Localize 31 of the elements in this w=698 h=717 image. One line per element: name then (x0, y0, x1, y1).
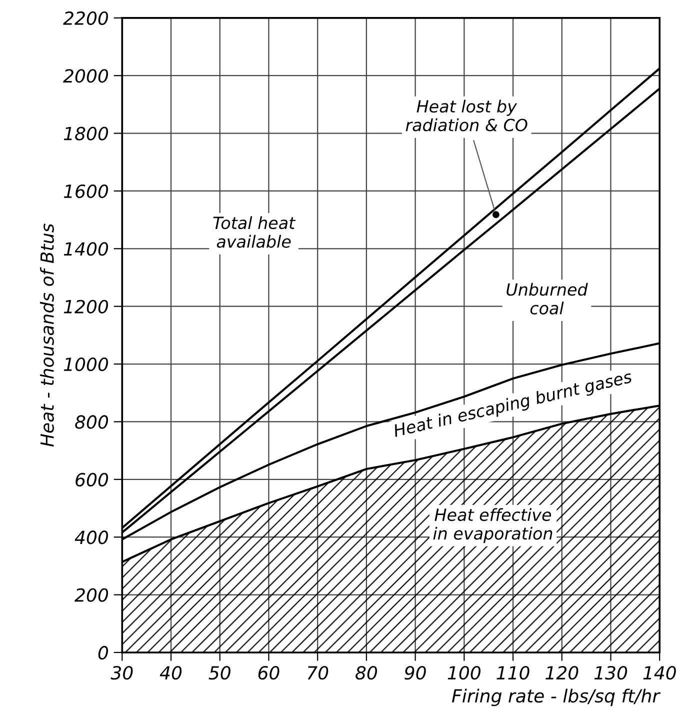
y-axis-title: Heat - thousands of Btus (40, 224, 54, 447)
x-tick-label: 120 (546, 666, 578, 680)
x-tick-label: 70 (308, 666, 328, 680)
x-tick-label: 140 (643, 666, 676, 680)
x-tick-label: 60 (258, 666, 280, 680)
x-tick-label: 100 (448, 666, 480, 680)
y-tick-label: 400 (74, 530, 108, 544)
x-axis-title: Firing rate - lbs/sq ft/hr (452, 688, 661, 706)
x-tick-label: 130 (594, 666, 628, 680)
x-tick-label: 30 (110, 666, 133, 680)
annotation: Unburned coal (506, 282, 588, 314)
annotation: Heat effective in evaporation (433, 508, 552, 543)
y-tick-label: 2200 (63, 11, 108, 26)
x-tick-label: 80 (356, 666, 378, 680)
y-tick-label: 800 (75, 415, 108, 429)
y-tick-label: 600 (76, 472, 108, 487)
y-tick-label: 1200 (64, 300, 108, 314)
annotation: Heat in escaping burnt gases (392, 370, 634, 440)
y-tick-label: 1600 (64, 184, 108, 198)
y-tick-label: 0 (98, 646, 108, 660)
annotation: Heat lost by radiation & CO (406, 100, 528, 132)
y-tick-label: 1000 (64, 358, 108, 372)
annotation: Total heat available (213, 216, 296, 248)
x-tick-label: 110 (496, 666, 530, 680)
y-tick-label: 1400 (64, 242, 108, 256)
y-tick-label: 200 (74, 588, 108, 602)
y-tick-label: 2000 (63, 69, 108, 83)
x-tick-label: 40 (160, 666, 182, 680)
x-tick-label: 90 (404, 666, 426, 680)
y-tick-label: 1800 (64, 126, 108, 140)
x-tick-label: 50 (208, 666, 230, 680)
